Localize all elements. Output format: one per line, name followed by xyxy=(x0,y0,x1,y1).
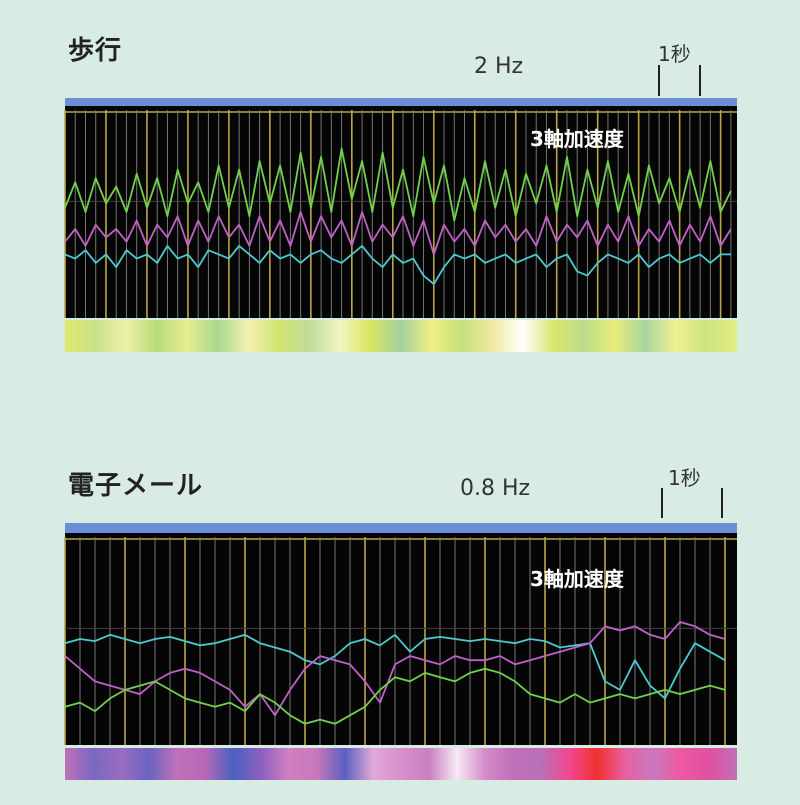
frequency-label-walking: 2 Hz xyxy=(474,54,524,79)
chart-title-email: 電子メール xyxy=(68,471,204,501)
plot-area xyxy=(65,106,737,318)
signal-label-walking: 3軸加速度 xyxy=(530,127,624,151)
series-line-3 xyxy=(64,667,726,725)
scale-label-walking: 1秒 xyxy=(658,42,691,66)
plot-area xyxy=(65,533,737,745)
header-bar xyxy=(65,98,737,106)
signal-label-email: 3軸加速度 xyxy=(530,567,624,591)
series-line-1 xyxy=(64,633,726,700)
color-strip xyxy=(65,320,737,352)
color-strip xyxy=(65,748,737,780)
header-bar xyxy=(65,523,737,533)
series-line-1 xyxy=(64,147,732,222)
chart-title-walking: 歩行 xyxy=(68,36,123,66)
series-line-3 xyxy=(64,244,731,286)
scale-label-email: 1秒 xyxy=(668,466,701,490)
frequency-label-email: 0.8 Hz xyxy=(460,476,531,501)
series-line-2 xyxy=(64,621,726,717)
series-line-2 xyxy=(64,211,732,256)
